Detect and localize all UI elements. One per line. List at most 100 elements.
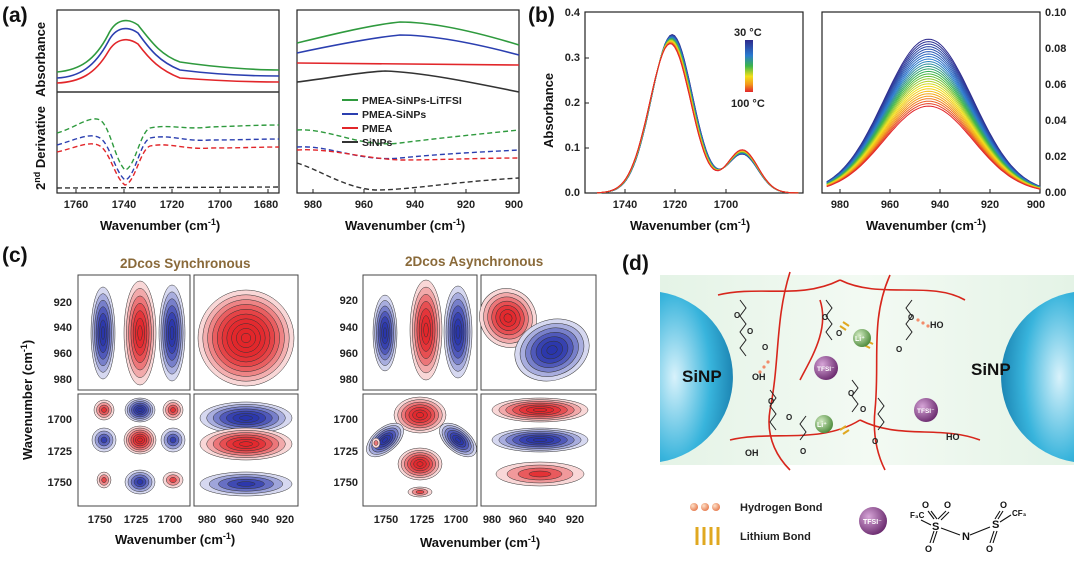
title-2dcos-synchronous: 2Dcos Synchronous — [120, 256, 251, 271]
temp-low-label: 100 °C — [731, 98, 765, 110]
svg-text:O: O — [822, 313, 828, 322]
negative-contour — [546, 345, 558, 355]
positive-contour — [503, 313, 513, 323]
b-right-xtick-4: 920 — [981, 199, 999, 211]
panel-d-legend: Hydrogen Bond Lithium Bond TFSI⁻ — [690, 502, 887, 545]
b-left-temperature-curve — [597, 39, 799, 194]
c-async-ytick-4: 980 — [340, 374, 358, 386]
c-sync-ytick-2: 940 — [54, 322, 72, 334]
b-left-temperature-curve — [597, 38, 799, 194]
b-left-temperature-curve — [597, 34, 799, 194]
svg-text:O: O — [747, 327, 753, 336]
b-left-temperature-curve — [597, 35, 799, 194]
lithium-bond-dashes — [839, 321, 874, 435]
panel-b-right-frame — [821, 11, 1041, 194]
c-async-xtick-6: 940 — [538, 514, 556, 526]
panel-label-a: (a) — [2, 4, 28, 27]
b-left-temperature-curve — [597, 34, 799, 194]
tfsi-ion-2-label: TFSI⁻ — [917, 408, 935, 415]
b-ytick-4: 0.4 — [565, 7, 581, 19]
c-sync-xtick-5: 960 — [225, 514, 243, 526]
svg-text:O: O — [836, 329, 842, 338]
sinp-left — [660, 292, 733, 462]
panel-a-right-derivative-curves — [296, 129, 520, 191]
b-right-temperature-curve — [826, 105, 1041, 190]
sinp-right-label: SiNP — [971, 360, 1011, 379]
a-right-xtick-2: 960 — [355, 199, 373, 211]
a-left-xtick-5: 1680 — [254, 199, 278, 211]
negative-contour — [136, 479, 144, 485]
svg-text:CF₃: CF₃ — [1012, 509, 1027, 518]
b-left-temperature-curve — [597, 39, 799, 194]
b-left-temperature-curve — [597, 34, 799, 194]
oh-left-top: OH — [752, 372, 766, 382]
panel-b-left-curves — [597, 34, 799, 194]
oh-left-bottom: OH — [745, 448, 759, 458]
curve-pmea-sinps-litfsi — [56, 19, 280, 73]
positive-contour — [416, 412, 424, 418]
b-right-xtick-2: 960 — [881, 199, 899, 211]
panel-label-b: (b) — [528, 4, 555, 27]
side-chains — [739, 299, 913, 441]
legend-label-4: SiNPs — [362, 137, 393, 149]
panel-label-c: (c) — [2, 244, 28, 267]
tfsi-ion-2 — [914, 398, 938, 422]
c-sync-xtick-3: 1700 — [158, 514, 182, 526]
temp-high-label: 30 °C — [734, 27, 762, 39]
b-right-ytick-4: 0.08 — [1045, 43, 1066, 55]
b-left-temperature-curve — [597, 35, 799, 194]
positive-contour — [101, 407, 107, 413]
svg-text:S: S — [992, 519, 999, 531]
b-left-temperature-curve — [597, 37, 799, 194]
temperature-colorbar — [745, 40, 753, 92]
a-left-xtick-1: 1760 — [64, 199, 88, 211]
svg-text:O: O — [944, 500, 951, 510]
b-left-yticks-marks — [585, 57, 589, 149]
legend-label-2: PMEA-SiNPs — [362, 109, 426, 121]
negative-contour — [383, 327, 387, 339]
negative-contour — [382, 437, 388, 443]
c-async-xtick-7: 920 — [566, 514, 584, 526]
positive-contour — [416, 461, 424, 467]
negative-contour — [455, 325, 461, 339]
svg-text:O: O — [1000, 500, 1007, 510]
legend-tfsi-label: TFSI⁻ — [863, 519, 882, 526]
a-right-xtick-3: 940 — [406, 199, 424, 211]
c-async-xtick-2: 1725 — [410, 514, 434, 526]
svg-text:O: O — [800, 447, 806, 456]
a-left-xtick-3: 1720 — [160, 199, 184, 211]
legend-hydrogen-bond: Hydrogen Bond — [740, 502, 823, 514]
c-async-xtick-1: 1750 — [374, 514, 398, 526]
c-sync-ytick-6: 1725 — [48, 446, 72, 458]
b-left-temperature-curve — [597, 35, 799, 194]
c-async-ytick-6: 1725 — [334, 446, 358, 458]
positive-contour — [169, 477, 177, 483]
positive-contour — [137, 437, 143, 443]
panel-a-left-derivative-curves — [56, 118, 280, 189]
tfsi-structure: F₃C S N S CF₃ O O O O O — [910, 500, 1027, 554]
positive-contour — [415, 490, 425, 494]
panel-a-right-frame — [296, 9, 520, 194]
c-sync-xtick-4: 980 — [198, 514, 216, 526]
b-xticks-marks — [624, 189, 991, 193]
b-ytick-2: 0.2 — [565, 97, 580, 109]
panel-b-right-xlabel: Wavenumber (cm-1) — [866, 217, 986, 233]
panel-a-left-xlabel: Wavenumber (cm-1) — [100, 217, 220, 233]
svg-text:O: O — [925, 544, 932, 554]
c-sync-xtick-2: 1725 — [124, 514, 148, 526]
c-async-ytick-2: 940 — [340, 322, 358, 334]
positive-contour — [423, 322, 429, 338]
positive-contour — [239, 441, 253, 447]
a-right-xtick-4: 920 — [457, 199, 475, 211]
c-sync-xtick-7: 920 — [276, 514, 294, 526]
oxygen-labels: OOO OO OO OO OO OO — [734, 311, 914, 456]
svg-text:O: O — [922, 500, 929, 510]
b-right-ytick-2: 0.04 — [1045, 115, 1067, 127]
c-async-xtick-5: 960 — [509, 514, 527, 526]
polymer-chains — [717, 271, 981, 471]
panel-b-right-curves — [826, 38, 1041, 190]
a-left-xtick-2: 1740 — [112, 199, 136, 211]
svg-text:O: O — [848, 389, 854, 398]
a-right-xtick-5: 900 — [505, 199, 523, 211]
